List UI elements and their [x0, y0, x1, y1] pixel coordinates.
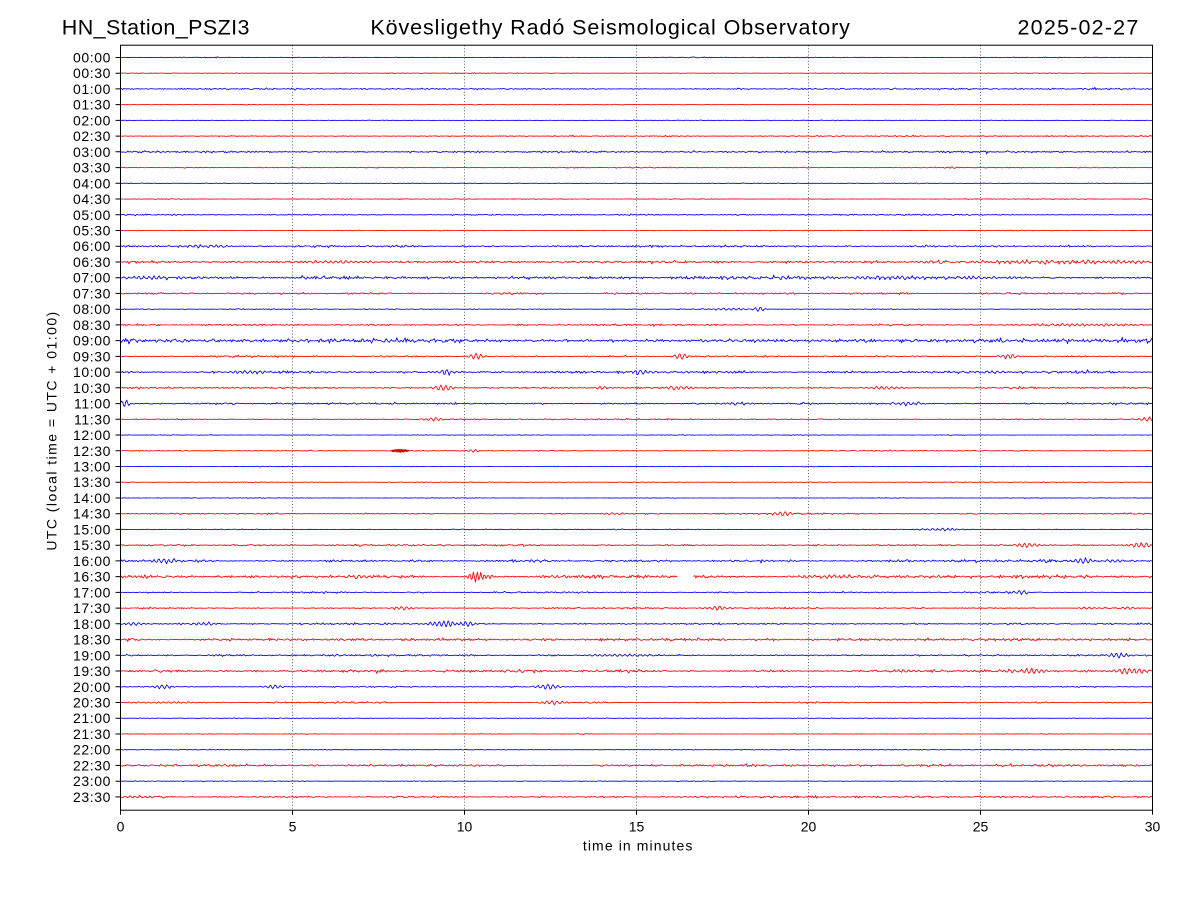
svg-text:23:00: 23:00 — [73, 773, 111, 789]
svg-text:14:30: 14:30 — [73, 506, 111, 522]
svg-text:06:00: 06:00 — [73, 238, 111, 254]
svg-text:17:30: 17:30 — [73, 600, 111, 616]
svg-text:17:00: 17:00 — [73, 584, 111, 600]
svg-text:25: 25 — [973, 819, 989, 835]
svg-text:12:00: 12:00 — [73, 427, 111, 443]
svg-text:13:30: 13:30 — [73, 474, 111, 490]
svg-text:05:00: 05:00 — [73, 207, 111, 223]
svg-text:03:30: 03:30 — [73, 160, 111, 176]
svg-text:19:30: 19:30 — [73, 663, 111, 679]
svg-text:10:30: 10:30 — [73, 380, 111, 396]
svg-text:14:00: 14:00 — [73, 490, 111, 506]
svg-text:18:00: 18:00 — [73, 616, 111, 632]
svg-text:15:00: 15:00 — [73, 521, 111, 537]
svg-text:07:30: 07:30 — [73, 285, 111, 301]
svg-text:5: 5 — [289, 819, 297, 835]
svg-text:16:30: 16:30 — [73, 569, 111, 585]
svg-text:06:30: 06:30 — [73, 254, 111, 270]
svg-text:08:00: 08:00 — [73, 301, 111, 317]
svg-text:09:30: 09:30 — [73, 348, 111, 364]
svg-text:00:30: 00:30 — [73, 65, 111, 81]
svg-text:0: 0 — [117, 819, 125, 835]
svg-text:21:30: 21:30 — [73, 726, 111, 742]
svg-text:2025-02-27: 2025-02-27 — [1018, 16, 1140, 40]
svg-text:07:00: 07:00 — [73, 270, 111, 286]
svg-text:12:30: 12:30 — [73, 443, 111, 459]
svg-text:23:30: 23:30 — [73, 789, 111, 805]
svg-text:08:30: 08:30 — [73, 317, 111, 333]
svg-text:19:00: 19:00 — [73, 647, 111, 663]
svg-text:02:00: 02:00 — [73, 112, 111, 128]
svg-text:02:30: 02:30 — [73, 128, 111, 144]
svg-text:21:00: 21:00 — [73, 710, 111, 726]
svg-text:15:30: 15:30 — [73, 537, 111, 553]
svg-text:05:30: 05:30 — [73, 223, 111, 239]
svg-text:15: 15 — [629, 819, 645, 835]
svg-text:01:30: 01:30 — [73, 97, 111, 113]
svg-text:03:00: 03:00 — [73, 144, 111, 160]
svg-text:10: 10 — [457, 819, 473, 835]
svg-text:Kövesligethy Radó Seismologica: Kövesligethy Radó Seismological Observat… — [370, 16, 851, 40]
svg-text:01:00: 01:00 — [73, 81, 111, 97]
svg-text:04:30: 04:30 — [73, 191, 111, 207]
svg-text:20: 20 — [801, 819, 817, 835]
svg-text:30: 30 — [1145, 819, 1161, 835]
svg-text:11:00: 11:00 — [74, 396, 111, 412]
svg-text:UTC (local time = UTC + 01:00): UTC (local time = UTC + 01:00) — [44, 310, 60, 550]
svg-text:04:00: 04:00 — [73, 175, 111, 191]
svg-text:20:30: 20:30 — [73, 695, 111, 711]
svg-text:09:00: 09:00 — [73, 333, 111, 349]
svg-text:22:30: 22:30 — [73, 757, 111, 773]
svg-text:20:00: 20:00 — [73, 679, 111, 695]
svg-text:HN_Station_PSZI3: HN_Station_PSZI3 — [62, 16, 250, 40]
svg-text:22:00: 22:00 — [73, 742, 111, 758]
svg-text:18:30: 18:30 — [73, 632, 111, 648]
svg-text:00:00: 00:00 — [73, 50, 111, 66]
svg-text:11:30: 11:30 — [74, 411, 111, 427]
svg-text:10:00: 10:00 — [73, 364, 111, 380]
svg-text:time in minutes: time in minutes — [583, 838, 694, 854]
svg-text:13:00: 13:00 — [73, 459, 111, 475]
svg-text:16:00: 16:00 — [73, 553, 111, 569]
